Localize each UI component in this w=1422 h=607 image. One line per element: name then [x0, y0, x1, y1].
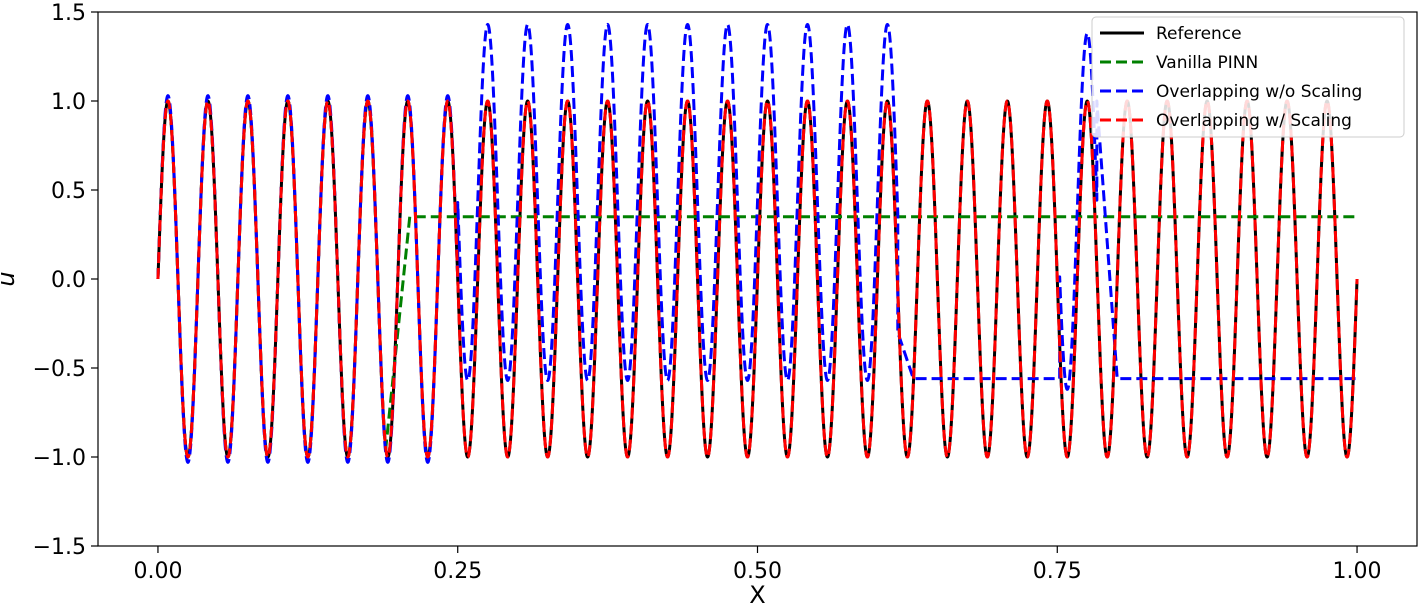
y-tick-label: 1.0	[51, 90, 86, 115]
legend-entry-label: Overlapping w/o Scaling	[1156, 82, 1362, 102]
x-tick-label: 0.50	[733, 559, 782, 584]
legend: Reference Vanilla PINN Overlapping w/o Sca…	[1091, 16, 1405, 138]
x-tick-label: 1.00	[1333, 559, 1382, 584]
x-tick-label: 0.00	[133, 559, 182, 584]
legend-entry-label: Vanilla PINN	[1156, 53, 1258, 73]
y-axis-ticks: −1.5 −1.0 −0.5 0.0 0.5 1.0 1.5	[33, 1, 98, 560]
legend-entry-label: Reference	[1156, 24, 1242, 44]
x-tick-label: 0.25	[433, 559, 482, 584]
y-tick-label: −1.0	[33, 446, 86, 471]
y-tick-label: −1.5	[33, 535, 86, 560]
legend-entry-label: Overlapping w/ Scaling	[1156, 111, 1352, 131]
plot-area	[156, 22, 1359, 464]
y-tick-label: 0.5	[51, 179, 86, 204]
x-tick-label: 0.75	[1033, 559, 1082, 584]
y-tick-label: 0.0	[51, 268, 86, 293]
y-axis-label: u	[0, 271, 20, 286]
series-line-overlapping-w-scaling	[156, 99, 1359, 459]
x-axis-label: X	[749, 581, 765, 607]
y-tick-label: −0.5	[33, 357, 86, 382]
y-tick-label: 1.5	[51, 1, 86, 26]
x-axis-ticks: 0.00 0.25 0.50 0.75 1.00	[133, 546, 1382, 584]
legend-box	[1091, 16, 1405, 138]
